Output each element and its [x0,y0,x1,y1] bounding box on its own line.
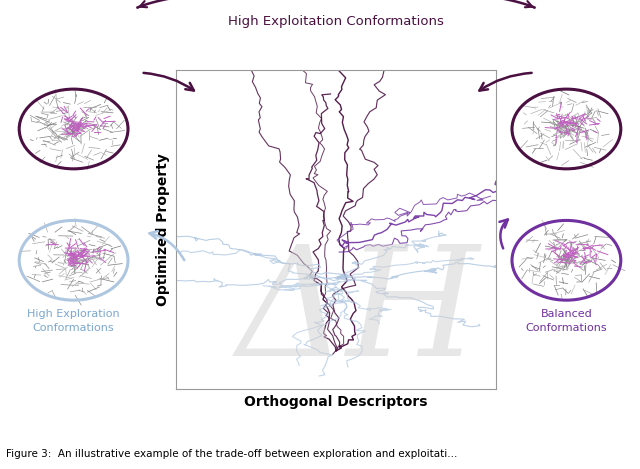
Text: Balanced
Conformations: Balanced Conformations [525,309,607,333]
Y-axis label: Optimized Property: Optimized Property [156,153,170,306]
Text: Figure 3:  An illustrative example of the trade-off between exploration and expl: Figure 3: An illustrative example of the… [6,449,458,459]
Text: High Exploitation Conformations: High Exploitation Conformations [228,15,444,28]
Text: High Exploration
Conformations: High Exploration Conformations [28,309,120,333]
X-axis label: Orthogonal Descriptors: Orthogonal Descriptors [244,395,428,409]
Text: ΔH: ΔH [237,240,480,388]
